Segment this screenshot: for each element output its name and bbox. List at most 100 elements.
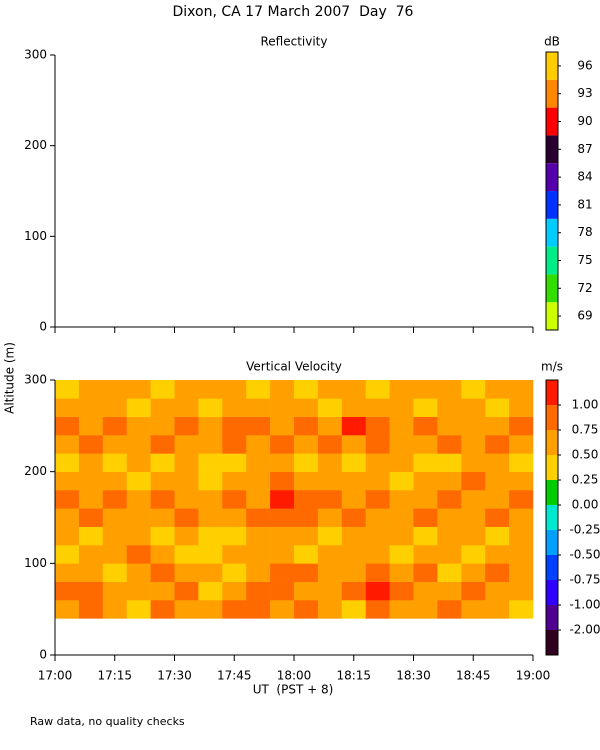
heatmap-cell [246,563,271,582]
heatmap-cell [126,545,151,564]
heatmap-cell [55,435,80,454]
heatmap-cell [246,380,271,399]
y-tick-label: 200 [24,464,47,478]
heatmap-cell [317,380,343,399]
heatmap-cell [78,435,104,454]
heatmap-cell [55,398,80,417]
colorbar-bin [546,52,558,80]
colorbar-bin [546,580,558,605]
heatmap-cell [294,380,319,399]
heatmap-cell [246,600,271,619]
heatmap-cell [509,563,534,582]
heatmap-cell [55,508,80,527]
heatmap-cell [78,416,104,436]
heatmap-cell [294,508,319,527]
heatmap-cell [341,471,366,491]
heatmap-cell [389,563,414,582]
heatmap-cell [509,380,534,399]
colorbar-tick-label: 0.75 [572,423,599,437]
heatmap-cell [485,490,510,509]
heatmap-cell [102,581,127,601]
heatmap-cell [437,600,462,619]
heatmap-cell [55,453,80,472]
heatmap-cell [365,453,390,472]
heatmap-cell [413,398,438,417]
heatmap-cell [413,526,438,546]
x-tick-label: 17:30 [157,669,192,683]
heatmap-cell [461,563,486,582]
heatmap-cell [222,581,247,601]
heatmap-cell [174,600,199,619]
colorbar-tick-label: -2.00 [569,623,600,637]
heatmap-cell [150,435,175,454]
heatmap-cell [294,471,319,491]
heatmap-cell [461,545,486,564]
heatmap-cell [78,490,104,509]
heatmap-cell [365,508,390,527]
heatmap-cell [78,526,104,546]
colorbar-bin [546,302,558,330]
heatmap-cell [294,490,319,509]
heatmap-cell [55,416,80,436]
heatmap-cell [78,380,104,399]
heatmap-cell [485,435,510,454]
colorbar-bin [546,246,558,275]
heatmap-cell [102,526,127,546]
heatmap-cell [317,526,343,546]
heatmap-cell [509,435,534,454]
heatmap-cell [174,581,199,601]
heatmap-cell [485,398,510,417]
colorbar-tick-label: -0.50 [569,548,600,562]
heatmap-cell [102,435,127,454]
heatmap-cell [174,471,199,491]
colorbar-tick-label: 69 [577,309,592,323]
heatmap-cell [55,563,80,582]
heatmap-cell [222,563,247,582]
heatmap-cell [461,508,486,527]
heatmap-cell [55,545,80,564]
panel-title: Reflectivity [260,35,327,49]
heatmap-cell [102,490,127,509]
colorbar-bin [546,191,558,219]
heatmap-cell [126,508,151,527]
colorbar-bin [546,555,558,580]
heatmap-cell [126,600,151,619]
heatmap-cell [174,563,199,582]
page-title: Dixon, CA 17 March 2007 Day 76 [173,4,414,20]
heatmap-cell [174,380,199,399]
heatmap-cell [174,435,199,454]
heatmap-cell [55,581,80,601]
colorbar-tick-label: 93 [577,86,592,100]
heatmap-cell [126,581,151,601]
heatmap-cell [270,453,295,472]
colorbar-tick-label: -0.75 [569,573,600,587]
heatmap-cell [246,545,271,564]
heatmap-cell [509,490,534,509]
heatmap-cell [485,471,510,491]
heatmap-cell [150,545,175,564]
y-tick-label: 300 [24,48,47,62]
colorbar-tick-label: 90 [577,114,592,128]
y-tick-label: 0 [39,648,47,662]
colorbar-bin [546,274,558,303]
y-tick-label: 100 [24,556,47,570]
colorbar-unit: m/s [541,360,563,374]
heatmap-cell [509,545,534,564]
heatmap-cell [78,471,104,491]
heatmap-cell [365,581,390,601]
heatmap-cell [246,581,271,601]
heatmap-cell [413,435,438,454]
heatmap-cell [413,581,438,601]
heatmap-cell [102,471,127,491]
heatmap-cell [55,490,80,509]
heatmap-cell [365,398,390,417]
heatmap-cell [389,453,414,472]
heatmap-cell [246,471,271,491]
heatmap-cell [102,453,127,472]
colorbar-bin [546,218,558,247]
heatmap-cell [509,398,534,417]
heatmap-cell [270,490,295,509]
x-tick-label: 17:00 [38,669,73,683]
colorbar-bin [546,79,558,108]
heatmap-cell [509,471,534,491]
